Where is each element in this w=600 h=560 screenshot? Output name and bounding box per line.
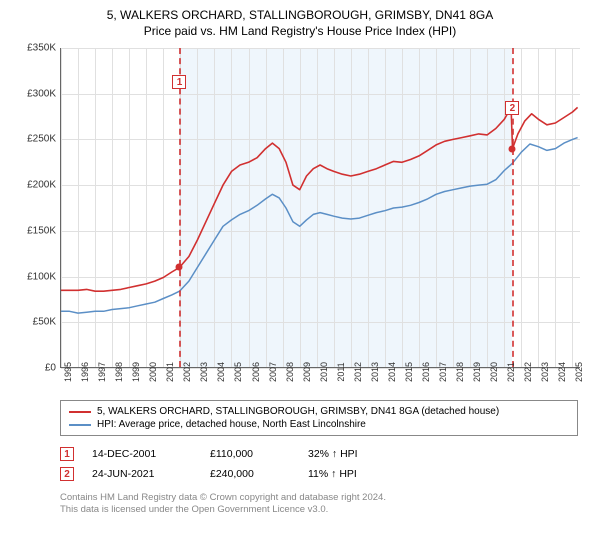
event-marker-dot [176,264,183,271]
legend: 5, WALKERS ORCHARD, STALLINGBOROUGH, GRI… [60,400,578,436]
x-tick-label: 2006 [251,362,261,382]
event-dashed-line [179,48,181,367]
events-table: 1 14-DEC-2001 £110,000 32% ↑ HPI 2 24-JUN-202… [60,444,578,484]
title-address: 5, WALKERS ORCHARD, STALLINGBOROUGH, GRI… [10,8,590,22]
x-tick-label: 2005 [233,362,243,382]
event-marker-box: 2 [505,101,519,115]
x-tick-label: 1996 [80,362,90,382]
event-number-box: 1 [60,447,74,461]
x-tick-label: 2021 [506,362,516,382]
x-tick-label: 2025 [574,362,584,382]
x-tick-label: 1998 [114,362,124,382]
footer: Contains HM Land Registry data © Crown c… [60,492,578,517]
x-tick-label: 2024 [557,362,567,382]
x-tick-label: 1997 [97,362,107,382]
event-price: £240,000 [210,468,290,480]
x-tick-label: 2004 [216,362,226,382]
x-tick-label: 2016 [421,362,431,382]
x-tick-label: 2019 [472,362,482,382]
y-tick-label: £50K [33,317,56,328]
figure-container: 5, WALKERS ORCHARD, STALLINGBOROUGH, GRI… [0,0,600,560]
y-tick-label: £150K [27,225,56,236]
legend-label: 5, WALKERS ORCHARD, STALLINGBOROUGH, GRI… [97,406,499,417]
legend-swatch [69,411,91,413]
x-tick-label: 2010 [319,362,329,382]
x-axis: 1995199619971998199920002001200220032004… [60,370,580,394]
event-number-box: 2 [60,467,74,481]
x-tick-label: 2007 [268,362,278,382]
event-marker-box: 1 [172,75,186,89]
x-tick-label: 1995 [63,362,73,382]
series-property [61,107,578,291]
x-tick-label: 2015 [404,362,414,382]
x-tick-label: 2020 [489,362,499,382]
x-tick-label: 1999 [131,362,141,382]
chart-area: £0£50K£100K£150K£200K£250K£300K£350K 12 … [18,44,588,394]
x-tick-label: 2008 [285,362,295,382]
event-dashed-line [512,48,514,367]
footer-line2: This data is licensed under the Open Gov… [60,504,578,516]
x-tick-label: 2017 [438,362,448,382]
chart-svg [61,48,580,367]
event-marker-dot [509,145,516,152]
y-tick-label: £300K [27,88,56,99]
event-delta: 32% ↑ HPI [308,448,398,460]
title-subtitle: Price paid vs. HM Land Registry's House … [10,24,590,38]
event-row: 1 14-DEC-2001 £110,000 32% ↑ HPI [60,444,578,464]
x-tick-label: 2011 [336,362,346,381]
y-tick-label: £250K [27,134,56,145]
legend-swatch [69,424,91,426]
legend-row: 5, WALKERS ORCHARD, STALLINGBOROUGH, GRI… [69,405,569,418]
x-tick-label: 2000 [148,362,158,382]
footer-line1: Contains HM Land Registry data © Crown c… [60,492,578,504]
event-date: 24-JUN-2021 [92,468,192,480]
x-tick-label: 2009 [302,362,312,382]
x-tick-label: 2012 [353,362,363,382]
legend-row: HPI: Average price, detached house, Nort… [69,418,569,431]
event-delta: 11% ↑ HPI [308,468,398,480]
x-tick-label: 2018 [455,362,465,382]
x-tick-label: 2022 [523,362,533,382]
legend-label: HPI: Average price, detached house, Nort… [97,419,366,430]
y-axis: £0£50K£100K£150K£200K£250K£300K£350K [18,44,60,368]
y-tick-label: £100K [27,271,56,282]
x-tick-label: 2001 [165,362,175,382]
y-tick-label: £350K [27,43,56,54]
x-tick-label: 2003 [199,362,209,382]
series-hpi [61,138,578,314]
y-tick-label: £200K [27,180,56,191]
x-tick-label: 2023 [540,362,550,382]
event-date: 14-DEC-2001 [92,448,192,460]
x-tick-label: 2002 [182,362,192,382]
event-row: 2 24-JUN-2021 £240,000 11% ↑ HPI [60,464,578,484]
y-tick-label: £0 [45,363,56,374]
x-tick-label: 2013 [370,362,380,382]
x-tick-label: 2014 [387,362,397,382]
event-price: £110,000 [210,448,290,460]
plot-region: 12 [60,48,580,368]
